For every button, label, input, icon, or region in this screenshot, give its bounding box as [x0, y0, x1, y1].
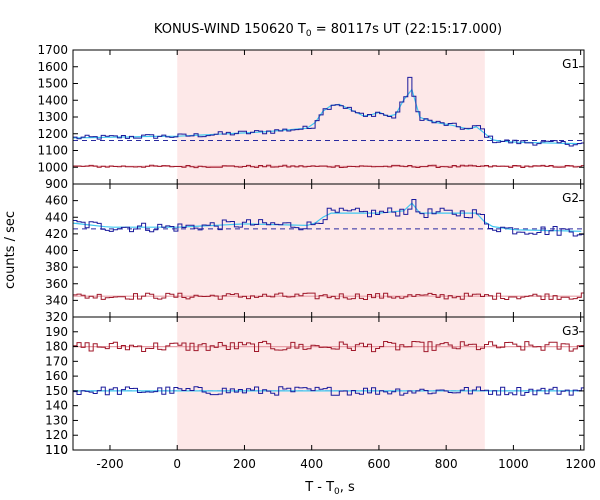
panel-1-ytick-label: 1400 — [37, 93, 68, 107]
xtick-label: 0 — [173, 457, 181, 471]
panel-2-series-2 — [73, 292, 584, 300]
panel-3-ytick-label: 130 — [45, 413, 68, 427]
panel-3-ytick-label: 150 — [45, 384, 68, 398]
panel-2-label: G2 — [562, 191, 579, 205]
panel-3-ytick-label: 190 — [45, 325, 68, 339]
panel-3-ytick-label-bottom: 110 — [45, 443, 68, 457]
panel-2-ytick-label: 460 — [45, 194, 68, 208]
panel-2-ytick-label: 340 — [45, 293, 68, 307]
panel-3-ytick-label: 180 — [45, 340, 68, 354]
burst-interval-shade — [177, 50, 485, 450]
panel-1-ytick-label: 1700 — [37, 43, 68, 57]
y-axis-label: counts / sec — [3, 211, 18, 289]
panel-1-ytick-label: 1000 — [37, 160, 68, 174]
panel-2-ytick-label: 440 — [45, 210, 68, 224]
panel-3-label: G3 — [562, 324, 579, 338]
xtick-label: -200 — [96, 457, 123, 471]
panel-1-series-2 — [73, 164, 584, 169]
panel-1-ytick-label: 1300 — [37, 110, 68, 124]
xtick-label: 600 — [367, 457, 390, 471]
panel-3-series-2 — [73, 386, 584, 396]
panel-1-ytick-label: 1600 — [37, 60, 68, 74]
x-axis-label: T - T0, s — [304, 480, 355, 497]
panel-3-series-1 — [73, 340, 584, 353]
panel-3-frame — [72, 316, 585, 451]
panel-1-series-1 — [73, 76, 584, 147]
panel-1-ytick-label: 1100 — [37, 144, 68, 158]
chart-title: KONUS-WIND 150620 T0 = 80117s UT (22:15:… — [154, 22, 502, 39]
panel-1-ytick-label: 1500 — [37, 77, 68, 91]
panel-3-ytick-label: 110 — [45, 443, 68, 457]
xtick-label: 200 — [233, 457, 256, 471]
xtick-label: 800 — [435, 457, 458, 471]
panel-1-label: G1 — [562, 57, 579, 71]
panel-3-ytick-label: 140 — [45, 399, 68, 413]
xtick-label: 1200 — [565, 457, 596, 471]
panel-2-ytick-label: 400 — [45, 244, 68, 258]
panel-3-ytick-label: 160 — [45, 369, 68, 383]
xtick-label: 1000 — [498, 457, 529, 471]
panel-1-ytick-label: 1200 — [37, 127, 68, 141]
panel-3-ytick-label: 120 — [45, 428, 68, 442]
panel-1-ytick-label-bottom: 900 — [45, 177, 68, 191]
panel-2-ytick-label: 380 — [45, 260, 68, 274]
plot-area: 10001100120013001400150016001700900G1340… — [37, 43, 595, 471]
panel-3-ytick-label: 170 — [45, 354, 68, 368]
panel-2-ytick-label-bottom: 320 — [45, 310, 68, 324]
panel-2-ytick-label: 360 — [45, 277, 68, 291]
panel-2-ytick-label: 420 — [45, 227, 68, 241]
xtick-label: 400 — [300, 457, 323, 471]
panel-2-series-1 — [73, 199, 584, 237]
